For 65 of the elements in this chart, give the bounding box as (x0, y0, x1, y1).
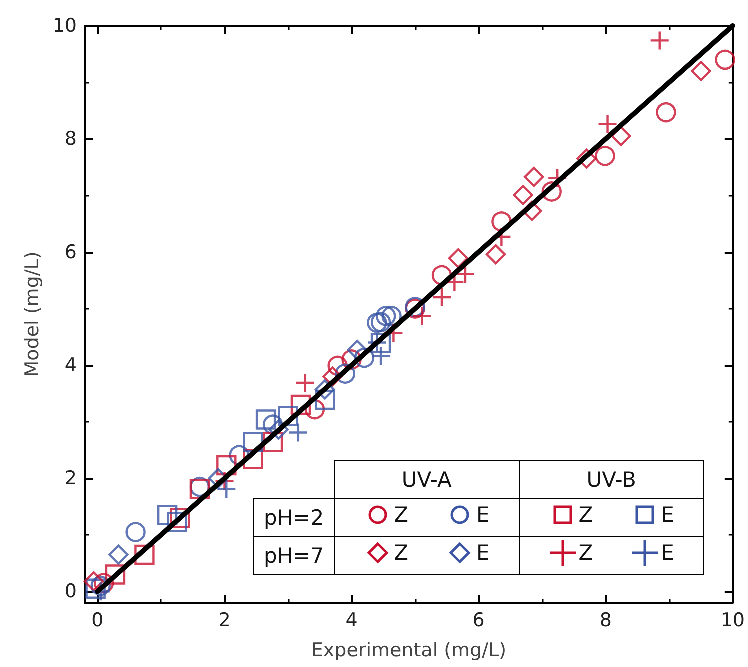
point (691, 61, 712, 82)
point (595, 146, 616, 166)
y-tick-label: 10 (52, 15, 77, 37)
point (611, 126, 632, 146)
point (315, 380, 336, 400)
y-axis-title: Model (mg/L) (21, 252, 44, 378)
point (448, 248, 469, 269)
x-axis-title: Experimental (mg/L) (311, 640, 507, 662)
legend-label: Z (394, 541, 408, 565)
point (715, 50, 736, 70)
point (216, 455, 237, 476)
point (126, 522, 146, 542)
x-tick-label: 4 (346, 610, 358, 632)
point (134, 544, 155, 566)
annotation: pH=2 (254, 498, 335, 536)
point (367, 312, 388, 334)
legend-label: E (661, 503, 674, 527)
y-tick-label: 6 (64, 241, 77, 264)
point (268, 420, 289, 440)
point (243, 432, 264, 452)
point (262, 432, 284, 452)
x-tick-label: 6 (472, 610, 485, 632)
point (90, 576, 111, 596)
point (86, 578, 106, 599)
point (84, 571, 104, 592)
legend-label: Z (578, 541, 594, 565)
point (513, 185, 534, 206)
point (354, 348, 375, 368)
legend-label: E (661, 541, 674, 565)
point (376, 306, 396, 326)
point (167, 512, 188, 532)
point (370, 333, 392, 354)
annotation: UV-B (519, 460, 704, 498)
point (524, 166, 544, 188)
point (315, 390, 336, 410)
point (486, 244, 506, 265)
point (382, 306, 402, 326)
annotation: UV-A (334, 460, 520, 498)
legend-label: E (476, 503, 490, 527)
y-tick-label: 2 (64, 468, 77, 490)
point (278, 406, 298, 426)
point (432, 287, 452, 308)
point (335, 364, 356, 384)
point (576, 148, 597, 170)
point (542, 182, 562, 202)
x-tick-label: 2 (218, 610, 231, 632)
y-tick-label: 8 (64, 128, 77, 150)
point (290, 394, 312, 416)
point (170, 508, 190, 528)
x-tick-label: 10 (720, 610, 746, 632)
y-tick-label: 0 (64, 580, 77, 603)
legend-label: E (476, 541, 490, 565)
annotation: pH=7 (254, 536, 335, 574)
point (157, 505, 178, 526)
point (370, 312, 392, 333)
legend-label: Z (578, 503, 594, 527)
point (656, 102, 676, 123)
legend-label: Z (394, 503, 408, 527)
point (256, 410, 276, 430)
point (105, 564, 126, 585)
point (108, 544, 129, 566)
point (342, 350, 362, 370)
y-tick-label: 4 (64, 354, 77, 376)
x-tick-label: 8 (600, 610, 612, 632)
x-tick-label: 0 (92, 610, 104, 632)
